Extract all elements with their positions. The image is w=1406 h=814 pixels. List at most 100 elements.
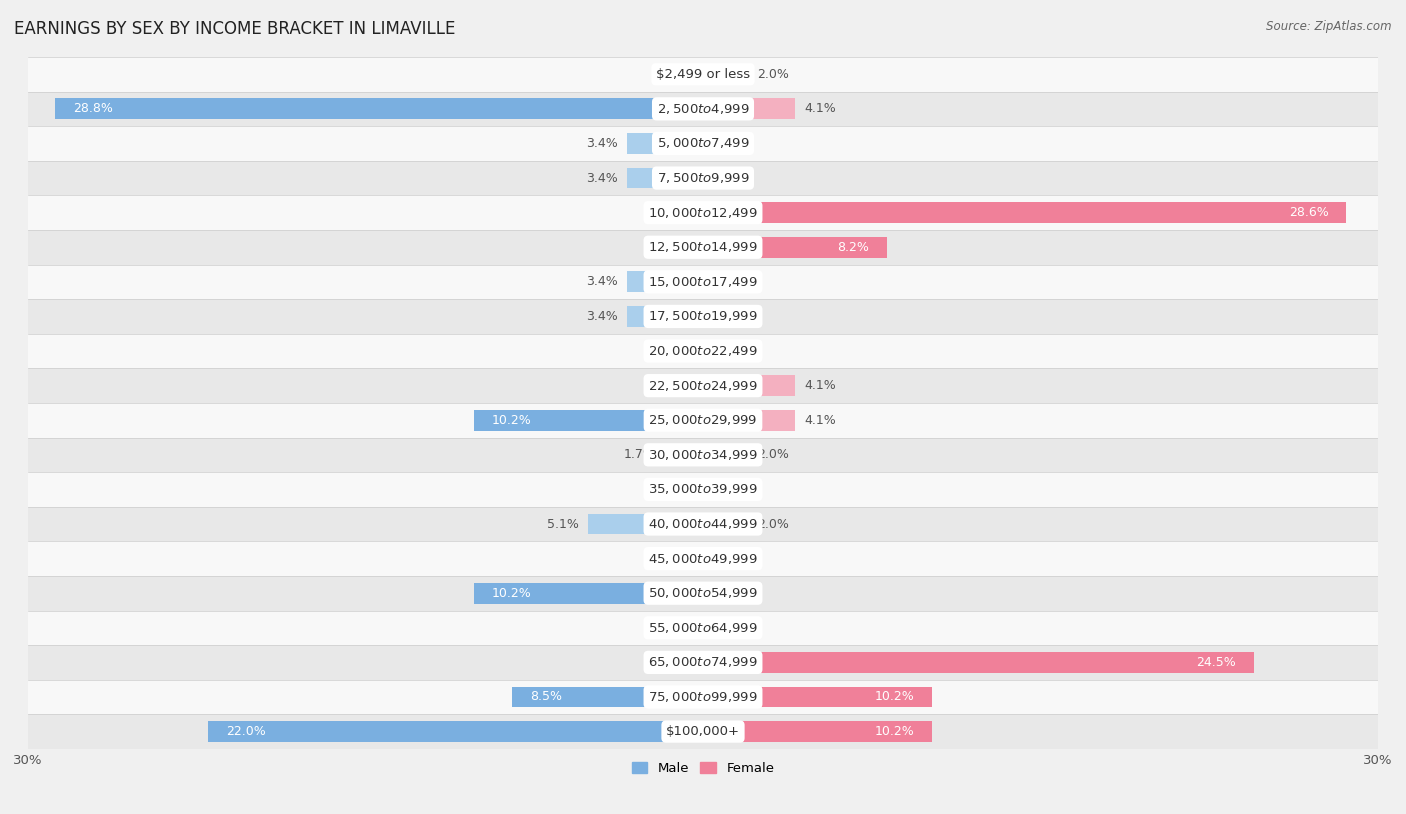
Text: $10,000 to $12,499: $10,000 to $12,499 [648,206,758,220]
Text: 8.2%: 8.2% [838,241,869,254]
Bar [665,444,703,465]
Bar [28,195,1378,230]
Text: $55,000 to $64,999: $55,000 to $64,999 [648,621,758,635]
Text: Source: ZipAtlas.com: Source: ZipAtlas.com [1267,20,1392,33]
Text: 10.2%: 10.2% [875,690,914,703]
Text: 10.2%: 10.2% [492,587,531,600]
Bar [28,472,1378,506]
Text: $20,000 to $22,499: $20,000 to $22,499 [648,344,758,358]
Bar [703,237,887,257]
Bar [28,438,1378,472]
Bar [627,133,703,154]
Text: 0.0%: 0.0% [662,656,695,669]
Bar [474,410,703,431]
Bar [512,687,703,707]
Text: 22.0%: 22.0% [226,725,266,738]
Bar [474,583,703,604]
Text: 4.1%: 4.1% [804,103,837,116]
Text: 0.0%: 0.0% [711,137,744,150]
Text: 0.0%: 0.0% [711,587,744,600]
Bar [703,98,796,119]
Text: 28.6%: 28.6% [1289,206,1329,219]
Text: 8.5%: 8.5% [530,690,562,703]
Bar [474,583,703,604]
Text: $2,499 or less: $2,499 or less [657,68,749,81]
Bar [28,230,1378,265]
Bar [703,444,748,465]
Text: $35,000 to $39,999: $35,000 to $39,999 [648,483,758,497]
Bar [627,168,703,189]
Bar [627,272,703,292]
Text: 0.0%: 0.0% [662,68,695,81]
Bar [703,63,748,85]
Bar [703,410,796,431]
Text: $30,000 to $34,999: $30,000 to $34,999 [648,448,758,462]
Text: 3.4%: 3.4% [586,137,617,150]
Text: $75,000 to $99,999: $75,000 to $99,999 [648,690,758,704]
Bar [627,168,703,189]
Text: 3.4%: 3.4% [586,172,617,185]
Bar [474,410,703,431]
Bar [703,514,748,534]
Bar [512,687,703,707]
Text: 2.0%: 2.0% [756,518,789,531]
Text: 0.0%: 0.0% [662,206,695,219]
Bar [28,91,1378,126]
Text: $17,500 to $19,999: $17,500 to $19,999 [648,309,758,323]
Text: $45,000 to $49,999: $45,000 to $49,999 [648,552,758,566]
Bar [28,160,1378,195]
Text: 0.0%: 0.0% [662,379,695,392]
Text: 0.0%: 0.0% [662,344,695,357]
Text: $40,000 to $44,999: $40,000 to $44,999 [648,517,758,531]
Text: $15,000 to $17,499: $15,000 to $17,499 [648,275,758,289]
Text: 0.0%: 0.0% [662,552,695,565]
Bar [627,133,703,154]
Text: $22,500 to $24,999: $22,500 to $24,999 [648,379,758,392]
Text: 0.0%: 0.0% [662,241,695,254]
Bar [28,265,1378,299]
Text: 0.0%: 0.0% [711,172,744,185]
Bar [28,334,1378,368]
Text: 0.0%: 0.0% [711,275,744,288]
Bar [28,368,1378,403]
Text: EARNINGS BY SEX BY INCOME BRACKET IN LIMAVILLE: EARNINGS BY SEX BY INCOME BRACKET IN LIM… [14,20,456,38]
Text: 0.0%: 0.0% [711,483,744,496]
Text: 0.0%: 0.0% [711,310,744,323]
Text: 0.0%: 0.0% [662,483,695,496]
Bar [28,645,1378,680]
Bar [55,98,703,119]
Bar [208,721,703,742]
Bar [28,541,1378,576]
Text: 2.0%: 2.0% [756,449,789,462]
Bar [627,272,703,292]
Bar [588,514,703,534]
Bar [28,610,1378,645]
Bar [627,306,703,326]
Bar [208,721,703,742]
Legend: Male, Female: Male, Female [626,757,780,781]
Text: 0.0%: 0.0% [711,621,744,634]
Text: $25,000 to $29,999: $25,000 to $29,999 [648,414,758,427]
Bar [28,57,1378,91]
Text: 2.0%: 2.0% [756,68,789,81]
Text: 4.1%: 4.1% [804,414,837,427]
Text: 3.4%: 3.4% [586,275,617,288]
Text: $50,000 to $54,999: $50,000 to $54,999 [648,586,758,600]
Text: 3.4%: 3.4% [586,310,617,323]
Text: $12,500 to $14,999: $12,500 to $14,999 [648,240,758,254]
Bar [28,506,1378,541]
Bar [28,576,1378,610]
Bar [28,126,1378,160]
Text: $2,500 to $4,999: $2,500 to $4,999 [657,102,749,116]
Text: $65,000 to $74,999: $65,000 to $74,999 [648,655,758,669]
Bar [28,680,1378,715]
Bar [28,299,1378,334]
Text: 5.1%: 5.1% [547,518,579,531]
Bar [703,721,932,742]
Bar [627,306,703,326]
Text: 0.0%: 0.0% [711,552,744,565]
Text: $5,000 to $7,499: $5,000 to $7,499 [657,137,749,151]
Text: 10.2%: 10.2% [492,414,531,427]
Text: 10.2%: 10.2% [875,725,914,738]
Text: 0.0%: 0.0% [711,344,744,357]
